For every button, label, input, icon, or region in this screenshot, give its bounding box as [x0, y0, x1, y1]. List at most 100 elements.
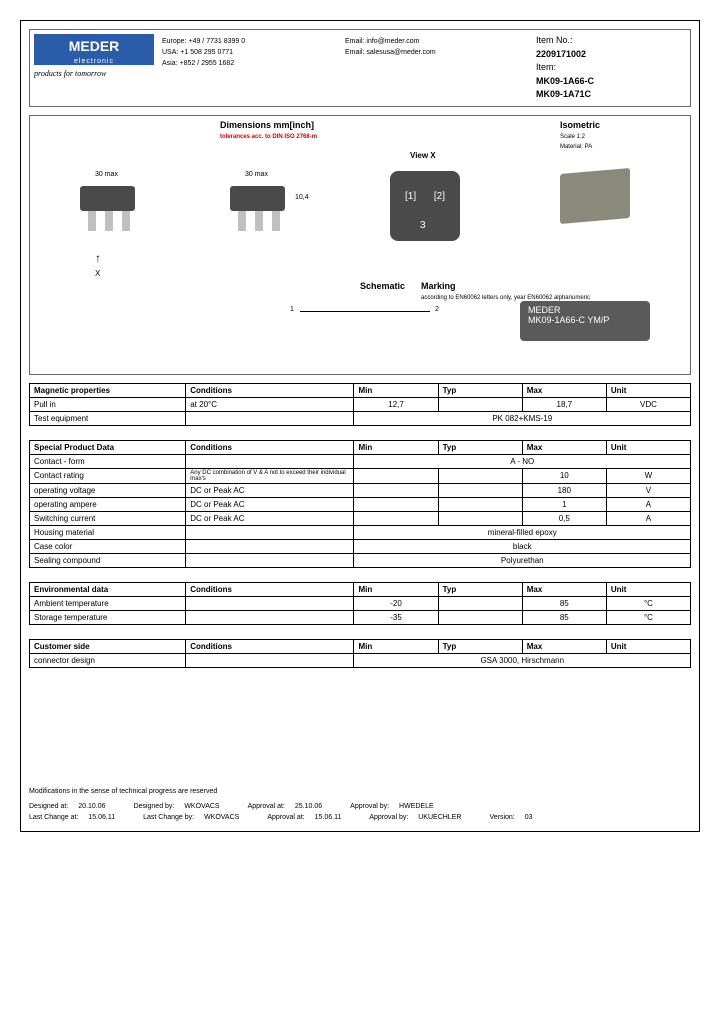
col-unit: Unit [606, 383, 690, 397]
pin [88, 211, 96, 231]
cond [186, 454, 354, 468]
col-max: Max [522, 440, 606, 454]
email2: salesusa@meder.com [366, 49, 435, 56]
col-max: Max [522, 383, 606, 397]
cond: Any DC combination of V & A not to excee… [186, 468, 354, 483]
email2-label: Email: [345, 49, 364, 56]
table-row: Case colorblack [30, 539, 691, 553]
dim-30b: 30 max [245, 171, 268, 178]
table-row: Contact - formA - NO [30, 454, 691, 468]
tagline: products for tomorrow [34, 69, 154, 78]
col-unit: Unit [606, 440, 690, 454]
cond [186, 553, 354, 567]
magnetic-title: Magnetic properties [30, 383, 186, 397]
span-val: Polyurethan [354, 553, 691, 567]
lastchange-by-lbl: Last Change by: [143, 814, 194, 821]
logo-subtitle: electronic [34, 58, 154, 65]
usa-phone: +1 508 295 0771 [180, 49, 233, 56]
iso-material: Material: PA [560, 144, 592, 150]
max: 1 [522, 497, 606, 511]
col-conditions: Conditions [186, 383, 354, 397]
header: MEDER electronic products for tomorrow E… [29, 29, 691, 107]
mark-pn: MK09-1A66-C YM/P [528, 315, 642, 325]
arrow-x: ↑X [95, 251, 101, 279]
table-row: connector design GSA 3000, Hirschmann [30, 653, 691, 667]
table-row: Storage temperature-3585°C [30, 610, 691, 624]
europe-phone: +49 / 7731 8399 0 [188, 38, 245, 45]
footer: Modifications in the sense of technical … [29, 788, 691, 823]
environmental-table: Environmental data Conditions Min Typ Ma… [29, 582, 691, 625]
asia-phone: +852 / 2955 1682 [180, 60, 235, 67]
max: 180 [522, 483, 606, 497]
typ [438, 483, 522, 497]
col-min: Min [354, 582, 438, 596]
typ [438, 511, 522, 525]
table-row: Switching currentDC or Peak AC0,5A [30, 511, 691, 525]
approval-at2: 15.06.11 [315, 814, 342, 821]
unit: VDC [606, 397, 690, 411]
approval-by2: UKUECHLER [418, 814, 461, 821]
component-isometric [560, 167, 630, 223]
table-row: Sealing compoundPolyurethan [30, 553, 691, 567]
min [354, 511, 438, 525]
iso-scale: Scale 1:2 [560, 134, 585, 140]
footer-row1: Designed at: 20.10.06 Designed by: WKOVA… [29, 801, 691, 812]
min [354, 497, 438, 511]
cond [186, 525, 354, 539]
col-min: Min [354, 383, 438, 397]
component-side-view [80, 186, 135, 211]
max: 18,7 [522, 397, 606, 411]
unit: W [606, 468, 690, 483]
typ [438, 596, 522, 610]
email1-label: Email: [345, 38, 364, 45]
customer-title: Customer side [30, 639, 186, 653]
table-row: Housing materialmineral-filled epoxy [30, 525, 691, 539]
span-val: GSA 3000, Hirschmann [354, 653, 691, 667]
logo-block: MEDER electronic products for tomorrow [34, 34, 154, 102]
span-val: black [354, 539, 691, 553]
contact-email: Email: info@meder.com Email: salesusa@me… [345, 36, 528, 100]
cond [186, 610, 354, 624]
dimensions-title: Dimensions mm[inch] tolerances acc. to D… [220, 120, 317, 140]
marking-label: Marking according to EN60062 letters onl… [421, 281, 590, 301]
max: 85 [522, 610, 606, 624]
designed-at: 20.10.06 [78, 803, 105, 810]
item-label: Item: [536, 61, 686, 75]
col-min: Min [354, 639, 438, 653]
designed-by-lbl: Designed by: [134, 803, 175, 810]
prop: Contact rating [30, 468, 186, 483]
dim-title-text: Dimensions mm[inch] [220, 120, 314, 130]
special-table: Special Product Data Conditions Min Typ … [29, 440, 691, 568]
prop: operating ampere [30, 497, 186, 511]
env-title: Environmental data [30, 582, 186, 596]
pin [105, 211, 113, 231]
dim-note: tolerances acc. to DIN ISO 2768-m [220, 134, 317, 140]
dim-30: 30 max [95, 171, 118, 178]
col-typ: Typ [438, 383, 522, 397]
footer-row2: Last Change at: 15.06.11 Last Change by:… [29, 812, 691, 823]
approval-at-lbl: Approval at: [248, 803, 285, 810]
prop: connector design [30, 653, 186, 667]
table-row: operating ampereDC or Peak AC1A [30, 497, 691, 511]
prop: Switching current [30, 511, 186, 525]
isometric-title: Isometric Scale 1:2 Material: PA [560, 120, 600, 150]
marking-sub: according to EN60062 letters only, year … [421, 295, 590, 301]
col-unit: Unit [606, 639, 690, 653]
min [354, 468, 438, 483]
lastchange-by: WKOVACS [204, 814, 239, 821]
prop: operating voltage [30, 483, 186, 497]
unit: V [606, 483, 690, 497]
item-no-label: Item No.: [536, 34, 686, 48]
iso-title-text: Isometric [560, 120, 600, 130]
typ [438, 468, 522, 483]
unit: A [606, 497, 690, 511]
cond: at 20°C [186, 397, 354, 411]
col-conditions: Conditions [186, 582, 354, 596]
logo: MEDER [34, 34, 154, 58]
table-row: Pull in at 20°C 12,7 18,7 VDC [30, 397, 691, 411]
dim-104: 10,4 [295, 194, 309, 201]
marking-title: Marking [421, 281, 456, 291]
unit: A [606, 511, 690, 525]
approval-by: HWEDELE [399, 803, 434, 810]
schem-pin1: 1 [290, 306, 294, 313]
